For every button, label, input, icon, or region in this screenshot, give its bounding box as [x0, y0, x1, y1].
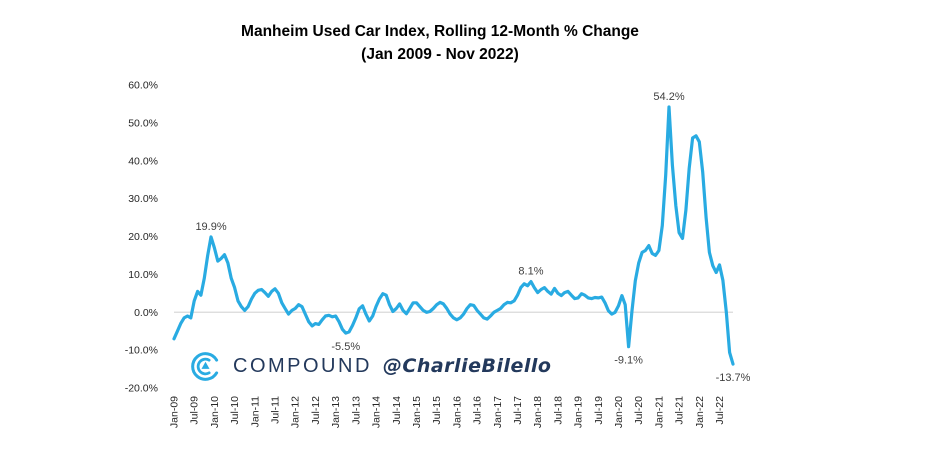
data-point-annotation: 8.1% — [518, 266, 543, 278]
y-tick-label: 40.0% — [128, 155, 158, 167]
x-tick-label: Jan-18 — [532, 396, 544, 428]
chart-title: Manheim Used Car Index, Rolling 12-Month… — [120, 20, 760, 66]
x-tick-label: Jan-15 — [411, 396, 423, 428]
x-tick-label: Jan-21 — [653, 396, 665, 428]
x-tick-label: Jul-16 — [472, 396, 484, 425]
y-tick-label: 60.0% — [128, 80, 158, 92]
used-car-index-line — [172, 105, 735, 366]
x-tick-label: Jan-14 — [371, 396, 383, 428]
y-tick-label: -10.0% — [125, 345, 158, 357]
chart-title-line1: Manheim Used Car Index, Rolling 12-Month… — [241, 23, 639, 40]
x-tick-label: Jan-10 — [209, 396, 221, 428]
compound-logo: COMPOUND @CharlieBilello — [189, 347, 551, 385]
x-tick-label: Jul-22 — [714, 396, 726, 425]
data-point-annotation: -5.5% — [331, 341, 360, 353]
x-tick-label: Jul-09 — [189, 396, 201, 425]
x-tick-label: Jan-22 — [694, 396, 706, 428]
x-tick-label: Jul-19 — [593, 396, 605, 425]
logo-outer-arc — [191, 351, 219, 381]
x-tick-label: Jul-18 — [552, 396, 564, 425]
x-tick-label: Jan-17 — [492, 396, 504, 428]
logo-triangle — [201, 361, 210, 369]
y-tick-label: 20.0% — [128, 231, 158, 243]
x-tick-label: Jan-12 — [290, 396, 302, 428]
compound-logo-icon — [191, 351, 219, 381]
x-tick-label: Jul-12 — [310, 396, 322, 425]
x-tick-label: Jan-11 — [249, 396, 261, 427]
x-tick-label: Jan-19 — [573, 396, 585, 428]
x-tick-label: Jul-17 — [512, 396, 524, 425]
y-tick-label: -20.0% — [125, 383, 158, 395]
data-point-annotation: -13.7% — [716, 372, 751, 384]
x-tick-label: Jul-15 — [431, 396, 443, 425]
logo-inner-arc — [196, 357, 211, 375]
x-tick-label: Jan-20 — [613, 396, 625, 428]
data-point-annotation: 19.9% — [195, 221, 226, 233]
y-tick-label: 50.0% — [128, 117, 158, 129]
data-point-annotation: -9.1% — [614, 355, 643, 367]
x-tick-label: Jul-21 — [674, 396, 686, 425]
logo-handle-text: @CharlieBilello — [382, 355, 552, 377]
x-tick-label: Jan-16 — [451, 396, 463, 428]
x-tick-label: Jul-10 — [229, 396, 241, 425]
x-tick-label: Jul-13 — [350, 396, 362, 425]
x-tick-label: Jan-09 — [169, 396, 181, 428]
data-point-annotation: 54.2% — [653, 91, 684, 103]
x-tick-label: Jul-14 — [391, 396, 403, 425]
logo-brand-text: COMPOUND — [233, 354, 372, 377]
x-tick-label: Jul-11 — [270, 396, 282, 424]
x-tick-label: Jan-13 — [330, 396, 342, 428]
y-tick-label: 0.0% — [134, 307, 158, 319]
x-tick-label: Jul-20 — [633, 396, 645, 425]
chart-title-line2: (Jan 2009 - Nov 2022) — [361, 46, 519, 63]
y-tick-label: 30.0% — [128, 193, 158, 205]
y-tick-label: 10.0% — [128, 269, 158, 281]
